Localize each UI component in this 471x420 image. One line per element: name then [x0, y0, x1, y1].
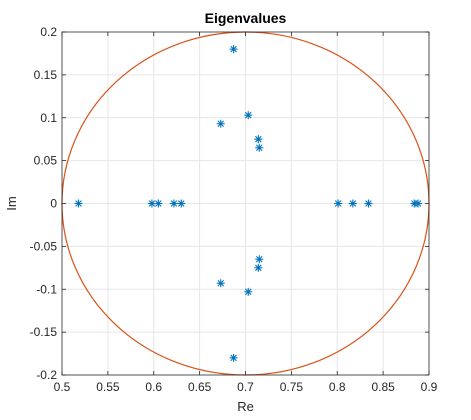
eigenvalue-point: [244, 111, 253, 120]
y-tick-labels: -0.2 -0.15 -0.1 -0.05 0 0.05 0.1 0.15 0.2: [30, 25, 58, 382]
y-tick-label: 0: [50, 197, 57, 211]
x-tick-labels: 0.5 0.55 0.6 0.65 0.7 0.75 0.8 0.85 0.9: [54, 380, 438, 394]
eigenvalue-point: [348, 199, 357, 208]
eigenvalue-point: [254, 135, 263, 144]
y-tick-label: 0.2: [40, 25, 57, 39]
eigenvalue-point: [229, 45, 238, 54]
eigenvalue-point: [169, 199, 178, 208]
x-tick-label: 0.5: [54, 380, 71, 394]
eigenvalue-point: [216, 279, 225, 288]
eigenvalue-point: [364, 199, 373, 208]
chart-title: Eigenvalues: [205, 10, 287, 26]
x-tick-label: 0.9: [421, 380, 438, 394]
eigenvalue-point: [255, 143, 264, 152]
x-tick-label: 0.85: [371, 380, 395, 394]
eigenvalue-point: [413, 199, 422, 208]
x-tick-label: 0.6: [145, 380, 162, 394]
eigenvalue-point: [74, 199, 83, 208]
y-tick-label: -0.05: [30, 239, 58, 253]
x-axis-label: Re: [237, 399, 254, 414]
eigenvalue-point: [334, 199, 343, 208]
y-tick-label: 0.1: [40, 111, 57, 125]
x-tick-label: 0.75: [280, 380, 304, 394]
x-tick-label: 0.65: [188, 380, 212, 394]
eigenvalue-point: [216, 119, 225, 128]
eigenvalue-point: [255, 255, 264, 264]
eigenvalue-point: [229, 353, 238, 362]
y-tick-label: 0.15: [34, 68, 58, 82]
eigenvalue-point: [244, 287, 253, 296]
data-points: [74, 45, 422, 362]
y-tick-label: -0.2: [36, 368, 57, 382]
ticks: [61, 31, 430, 376]
x-tick-label: 0.7: [237, 380, 254, 394]
y-tick-label: -0.1: [36, 282, 57, 296]
x-tick-label: 0.55: [96, 380, 120, 394]
eigenvalue-point: [154, 199, 163, 208]
eigenvalue-point: [254, 263, 263, 272]
y-axis-label: Im: [4, 196, 19, 210]
x-tick-label: 0.8: [329, 380, 346, 394]
y-tick-label: -0.15: [30, 325, 58, 339]
y-tick-label: 0.05: [34, 154, 58, 168]
eigenvalue-point: [177, 199, 186, 208]
